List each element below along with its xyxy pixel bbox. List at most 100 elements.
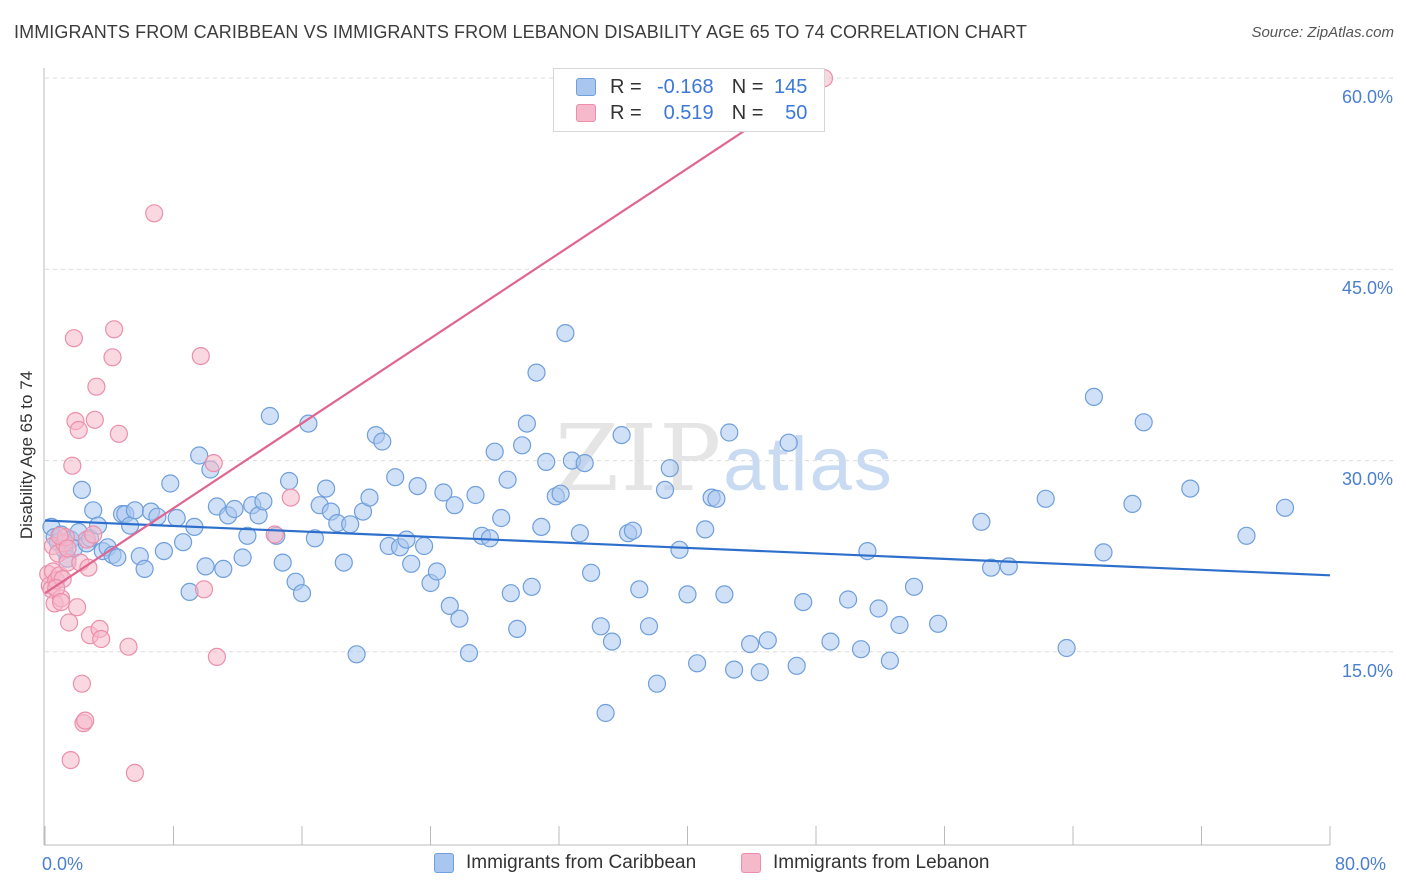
data-point-lebanon <box>58 539 77 558</box>
data-point-caribbean <box>292 584 312 603</box>
data-point-caribbean <box>273 553 292 572</box>
data-point-caribbean <box>161 474 180 493</box>
data-point-caribbean <box>720 423 739 442</box>
data-point-lebanon <box>84 525 103 544</box>
data-point-caribbean <box>305 529 324 548</box>
data-point-caribbean <box>724 660 744 679</box>
data-point-lebanon <box>87 377 106 396</box>
data-point-lebanon <box>191 347 210 366</box>
data-point-lebanon <box>64 329 84 348</box>
data-point-caribbean <box>1094 543 1113 562</box>
data-point-caribbean <box>225 499 244 519</box>
legend-swatch-pink <box>576 104 596 122</box>
data-point-caribbean <box>787 656 806 675</box>
data-point-lebanon <box>67 598 87 617</box>
bottom-legend-caribbean: Immigrants from Caribbean <box>434 852 696 874</box>
data-point-lebanon <box>51 592 71 612</box>
data-point-caribbean <box>517 414 537 433</box>
data-point-caribbean <box>459 643 479 663</box>
data-point-caribbean <box>758 631 777 650</box>
data-point-caribbean <box>1084 387 1104 406</box>
watermark-atlas: atlas <box>723 422 894 507</box>
data-point-caribbean <box>450 609 469 628</box>
data-point-caribbean <box>154 541 173 561</box>
data-point-lebanon <box>207 647 226 667</box>
data-point-caribbean <box>821 632 840 651</box>
data-point-lebanon <box>69 420 88 440</box>
data-point-caribbean <box>445 496 464 515</box>
data-point-caribbean <box>347 645 366 664</box>
data-point-caribbean <box>190 446 209 465</box>
data-point-caribbean <box>341 515 360 534</box>
data-point-caribbean <box>508 619 527 639</box>
data-point-caribbean <box>794 592 813 612</box>
x-tick-label-min: 0.0% <box>42 854 84 874</box>
data-point-caribbean <box>121 516 140 535</box>
data-point-caribbean <box>254 492 273 511</box>
trend-lines <box>44 77 1331 595</box>
data-point-caribbean <box>434 483 453 502</box>
data-point-caribbean <box>928 614 948 633</box>
data-point-caribbean <box>647 674 667 693</box>
data-point-lebanon <box>85 410 104 429</box>
trend-line-caribbean <box>44 519 1331 577</box>
data-point-caribbean <box>135 559 154 579</box>
data-point-lebanon <box>281 488 300 507</box>
data-point-caribbean <box>238 526 257 545</box>
data-point-caribbean <box>440 596 459 616</box>
data-point-caribbean <box>655 480 675 499</box>
data-point-caribbean <box>317 479 336 498</box>
y-tick-label-60: 60.0% <box>1341 87 1393 107</box>
data-point-caribbean <box>167 508 186 528</box>
data-point-caribbean <box>1036 489 1055 508</box>
grid-lines <box>45 77 1395 653</box>
data-point-caribbean <box>581 563 601 582</box>
data-point-lebanon <box>61 750 80 770</box>
data-point-lebanon <box>72 674 92 693</box>
data-point-caribbean <box>415 536 434 556</box>
legend-swatch-blue <box>576 78 596 96</box>
data-point-lebanon <box>265 525 284 544</box>
source-credit: Source: ZipAtlas.com <box>1251 24 1394 41</box>
data-point-caribbean <box>427 562 446 581</box>
data-point-caribbean <box>687 654 707 673</box>
data-point-caribbean <box>214 559 233 579</box>
data-point-caribbean <box>678 585 697 604</box>
data-point-caribbean <box>485 442 504 461</box>
bottom-legend-label-caribbean: Immigrants from Caribbean <box>466 852 697 873</box>
data-point-caribbean <box>522 577 541 596</box>
data-point-caribbean <box>596 703 615 723</box>
data-point-caribbean <box>280 471 299 491</box>
axes <box>43 68 1331 846</box>
data-point-caribbean <box>779 433 798 452</box>
bottom-legend-label-lebanon: Immigrants from Lebanon <box>773 852 990 873</box>
data-point-caribbean <box>1123 494 1142 513</box>
y-tick-label-45: 45.0% <box>1341 278 1393 298</box>
data-point-caribbean <box>981 558 1001 577</box>
data-point-caribbean <box>838 590 858 609</box>
data-point-caribbean <box>696 520 715 539</box>
data-point-caribbean <box>556 324 575 343</box>
data-point-caribbean <box>537 452 556 471</box>
data-point-caribbean <box>1275 498 1295 517</box>
data-point-caribbean <box>575 454 594 473</box>
data-point-lebanon <box>194 580 214 599</box>
data-point-caribbean <box>386 468 405 487</box>
bottom-legend-lebanon: Immigrants from Lebanon <box>741 852 990 874</box>
legend-r-value: 0.519 <box>663 101 714 124</box>
legend-n-value: 50 <box>785 101 808 124</box>
data-point-lebanon <box>104 320 124 339</box>
data-point-caribbean <box>196 557 215 576</box>
legend-row-caribbean: R = -0.168 N = 145 <box>554 74 807 100</box>
x-tick-label-max: 80.0% <box>1335 854 1387 874</box>
legend-n-value: 145 <box>774 75 808 98</box>
y-tick-label-15: 15.0% <box>1341 661 1393 681</box>
data-point-caribbean <box>397 530 416 549</box>
lebanon-points <box>39 69 834 783</box>
data-point-caribbean <box>551 484 570 503</box>
bottom-legend-swatch-pink <box>741 853 761 873</box>
data-point-caribbean <box>1237 526 1256 545</box>
data-point-caribbean <box>591 617 610 636</box>
data-point-lebanon <box>125 763 144 783</box>
